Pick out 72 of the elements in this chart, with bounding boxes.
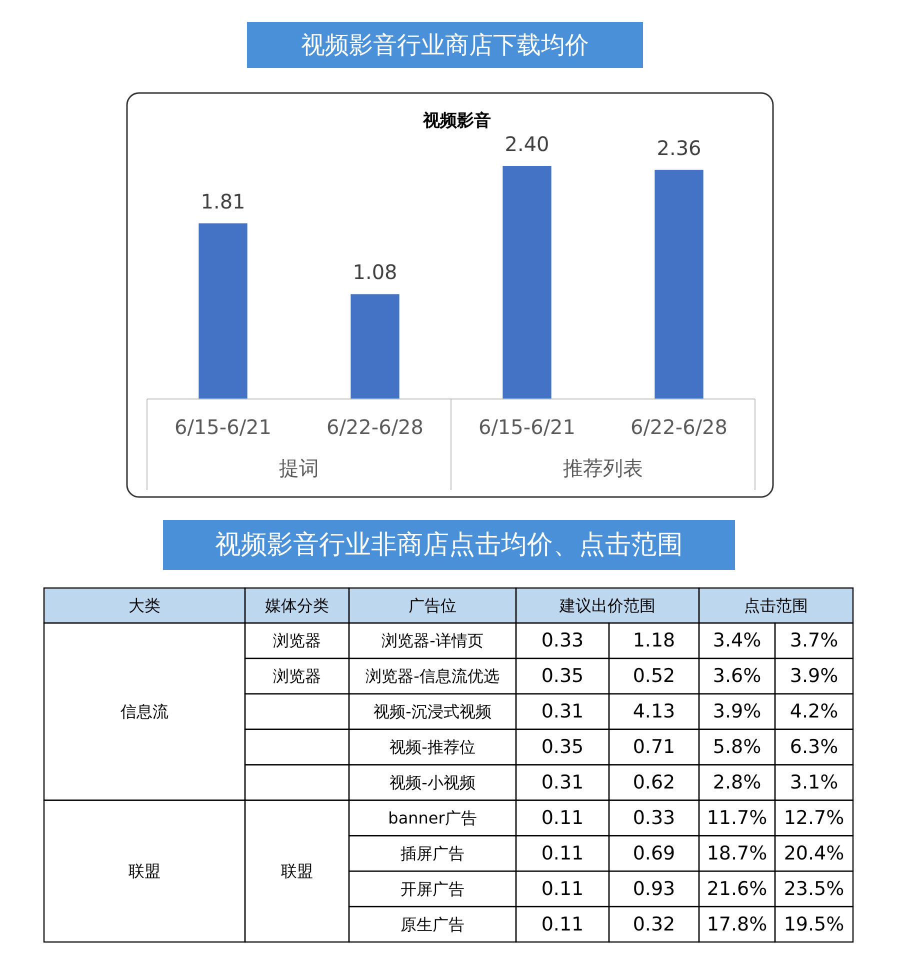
text: 0.69 — [632, 842, 676, 864]
text: 浏览器-详情页 — [382, 631, 484, 650]
text: 建议出价范围 — [558, 596, 656, 615]
text: 3.7% — [790, 630, 838, 652]
text: 0.31 — [541, 700, 584, 723]
text: 视频影音行业非商店点击均价、点击范围 — [215, 530, 683, 560]
text: 广告位 — [408, 596, 456, 615]
text: 5.8% — [712, 736, 762, 758]
x-tick-label: 6/22-6/28 — [326, 415, 424, 439]
bar — [502, 166, 552, 399]
text: 1.18 — [632, 630, 676, 652]
text: 开屏广告 — [400, 879, 464, 898]
text: 浏览器-信息流优选 — [366, 666, 500, 686]
x-tick-label: 6/22-6/28 — [630, 415, 728, 439]
chart-subtitle: 视频影音 — [422, 111, 491, 131]
x-tick-label: 6/15-6/21 — [174, 415, 272, 439]
text: 4.13 — [632, 700, 676, 723]
text: 0.11 — [541, 878, 584, 900]
text: 0.11 — [541, 806, 584, 829]
text: 视频-推荐位 — [390, 738, 476, 757]
text: 0.62 — [632, 772, 676, 794]
text: 浏览器 — [273, 631, 321, 650]
text: 联盟 — [128, 862, 160, 881]
text: 0.93 — [632, 878, 676, 900]
text: 推荐列表 — [563, 456, 643, 480]
text: 0.32 — [632, 913, 676, 936]
bar — [350, 294, 400, 399]
text: 3.9% — [790, 665, 838, 688]
text: 3.9% — [712, 700, 762, 723]
text: 19.5% — [784, 913, 844, 936]
text: 视频-沉浸式视频 — [374, 702, 492, 722]
data-label: 2.36 — [656, 136, 702, 160]
text: 4.2% — [790, 700, 838, 723]
text: 21.6% — [706, 878, 768, 900]
text: 原生广告 — [400, 914, 464, 934]
text: 23.5% — [784, 878, 844, 900]
text: banner广告 — [388, 808, 477, 828]
text: 视频-小视频 — [390, 773, 476, 792]
data-label: 1.08 — [352, 260, 398, 284]
text: 20.4% — [784, 842, 844, 864]
text: 3.4% — [712, 630, 762, 652]
text: 插屏广告 — [400, 844, 464, 863]
chart-title: 视频影音行业商店下载均价 — [301, 31, 589, 59]
text: 3.6% — [712, 665, 762, 688]
text: 2.8% — [712, 772, 762, 794]
text: 浏览器 — [273, 666, 321, 686]
text: 联盟 — [281, 862, 313, 881]
text: 6.3% — [790, 736, 838, 758]
text: 0.11 — [541, 842, 584, 864]
text: 12.7% — [784, 806, 844, 829]
text: 0.11 — [541, 913, 584, 936]
text: 0.33 — [541, 630, 584, 652]
text: 大类 — [128, 596, 160, 615]
data-label: 1.81 — [200, 189, 246, 214]
text: 点击范围 — [744, 596, 808, 615]
text: 提词 — [279, 456, 319, 480]
data-label: 2.40 — [504, 132, 550, 156]
text: 3.1% — [790, 772, 838, 794]
bar — [654, 170, 704, 399]
text: 11.7% — [706, 806, 768, 829]
text: 0.31 — [541, 772, 584, 794]
text: 0.52 — [632, 665, 676, 688]
text: 媒体分类 — [265, 596, 329, 615]
text: 0.71 — [632, 736, 676, 758]
x-tick-label: 6/15-6/21 — [478, 415, 576, 439]
bar — [198, 223, 248, 399]
text: 17.8% — [706, 913, 768, 936]
text: 18.7% — [706, 842, 768, 864]
text: 0.33 — [632, 806, 676, 829]
text: 0.35 — [541, 736, 584, 758]
text: 信息流 — [120, 702, 168, 722]
text: 0.35 — [541, 665, 584, 688]
